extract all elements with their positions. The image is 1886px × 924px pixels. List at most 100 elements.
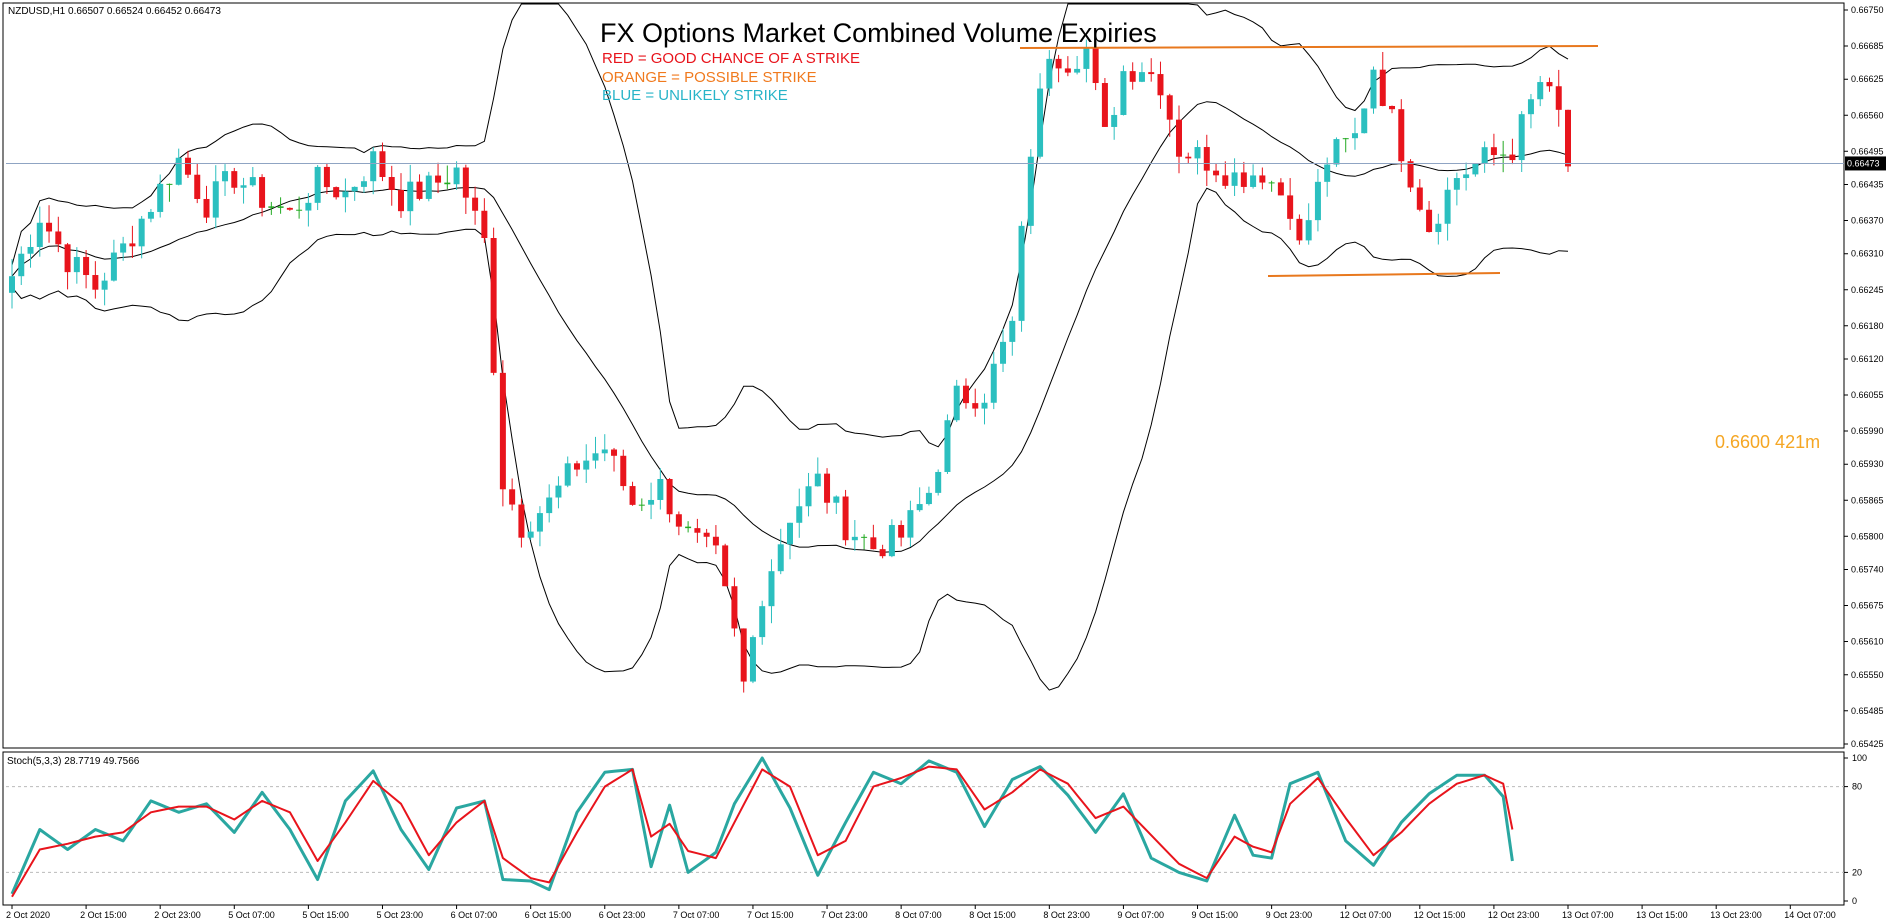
candle-body	[46, 222, 53, 232]
price-tick-label: 0.65485	[1851, 706, 1884, 716]
candle-body	[1472, 163, 1479, 175]
candle-body	[481, 210, 488, 239]
band-lower	[11, 187, 1569, 691]
candle-body	[83, 256, 90, 276]
candle-body	[1351, 133, 1358, 139]
candle-body	[787, 522, 793, 545]
candle-body	[601, 449, 608, 454]
legend-orange: ORANGE = POSSIBLE STRIKE	[602, 69, 817, 86]
stochastic-k-line	[10, 756, 1514, 895]
candle-body	[962, 385, 969, 404]
candle-body	[611, 449, 618, 456]
candle-body	[657, 479, 664, 500]
candle-body	[1000, 341, 1007, 364]
band-upper	[11, 3, 1569, 448]
candle-body	[1453, 178, 1460, 190]
time-tick-label: 8 Oct 07:00	[895, 910, 942, 920]
candle-body	[1185, 156, 1192, 159]
candle-body	[1527, 99, 1534, 115]
price-axis[interactable]: 0.66750 0.66685 0.66625 0.66560 0.66495 0.664…	[6, 5, 1886, 749]
candle-body	[1203, 147, 1210, 171]
candle-body	[833, 496, 840, 503]
candle-body	[1407, 161, 1414, 188]
candle-body	[1083, 47, 1090, 69]
candle-body	[268, 206, 275, 208]
candle-body	[620, 455, 627, 487]
price-tick-label: 0.66055	[1851, 390, 1884, 400]
price-tick-label: 0.65990	[1851, 426, 1884, 436]
chart-title: FX Options Market Combined Volume Expiri…	[600, 18, 1157, 48]
candle-body	[879, 549, 886, 557]
stochastic-d-line	[11, 765, 1514, 898]
candle-body	[1037, 88, 1044, 157]
price-panel-frame	[2, 2, 1845, 749]
candle-body	[425, 175, 432, 199]
candle-body	[444, 182, 451, 185]
price-tick-label: 0.66560	[1851, 110, 1884, 120]
time-tick-label: 7 Oct 15:00	[747, 910, 794, 920]
candle-body	[1324, 164, 1331, 182]
price-tick-label: 0.66180	[1851, 321, 1884, 331]
candle-body	[203, 198, 210, 218]
candle-body	[1287, 195, 1294, 219]
candle-body	[286, 207, 293, 210]
candle-body	[370, 151, 377, 182]
candle-body	[73, 256, 80, 273]
price-tick-label: 0.65425	[1851, 739, 1884, 749]
upper-range-line[interactable]	[1019, 45, 1599, 49]
candle-body	[981, 402, 988, 409]
candle-body	[1092, 47, 1099, 84]
price-tick-label: 0.65865	[1851, 495, 1884, 505]
candle-body	[953, 385, 960, 421]
time-tick-label: 6 Oct 23:00	[599, 910, 646, 920]
price-tick-label: 0.66245	[1851, 285, 1884, 295]
candle-body	[1518, 114, 1525, 161]
candle-body	[666, 479, 673, 515]
time-axis: 2 Oct 2020 2 Oct 15:00 2 Oct 23:00 5 Oct 07…	[6, 905, 1836, 920]
candle-body	[175, 157, 182, 185]
candle-body	[1138, 72, 1145, 82]
price-tick-label: 0.65550	[1851, 670, 1884, 680]
price-tick-label: 0.66435	[1851, 179, 1884, 189]
time-tick-label: 12 Oct 07:00	[1340, 910, 1392, 920]
candle-body	[92, 275, 99, 290]
candle-body	[277, 206, 284, 208]
candle-body	[27, 246, 34, 254]
candle-body	[222, 171, 229, 182]
time-tick-label: 9 Oct 15:00	[1192, 910, 1239, 920]
candle-body	[685, 526, 692, 529]
candle-body	[1176, 119, 1182, 157]
candle-body	[638, 504, 645, 506]
candle-body	[194, 174, 201, 199]
candle-body	[407, 181, 414, 212]
candle-body	[1120, 71, 1127, 115]
time-tick-label: 13 Oct 15:00	[1636, 910, 1688, 920]
legend-blue: BLUE = UNLIKELY STRIKE	[602, 87, 788, 104]
candle-body	[1027, 156, 1034, 226]
candle-body	[842, 496, 849, 541]
candle-body	[759, 606, 766, 638]
candle-body	[1240, 172, 1247, 187]
candle-body	[583, 460, 590, 470]
candle-body	[916, 504, 923, 511]
candle-body	[138, 218, 145, 247]
candle-body	[1546, 82, 1553, 87]
candle-body	[935, 471, 942, 493]
time-tick-label: 8 Oct 23:00	[1043, 910, 1090, 920]
candle-body	[1444, 189, 1451, 224]
stochastic-label: Stoch(5,3,3) 28.7719 49.7566	[7, 756, 140, 767]
candle-body	[509, 489, 516, 505]
candle-body	[814, 473, 821, 487]
candle-body	[648, 499, 655, 505]
candle-body	[870, 537, 877, 550]
time-tick-label: 9 Oct 07:00	[1117, 910, 1164, 920]
candle-body	[888, 525, 895, 557]
price-tick-label: 0.66625	[1851, 74, 1884, 84]
current-price-label: 0.66473	[1847, 158, 1880, 168]
candle-body	[1426, 209, 1433, 233]
candle-body	[1231, 172, 1238, 186]
time-tick-label: 7 Oct 07:00	[673, 910, 720, 920]
candle-body	[1111, 114, 1118, 127]
candle-body	[36, 222, 43, 247]
lower-range-line[interactable]	[1267, 272, 1501, 277]
